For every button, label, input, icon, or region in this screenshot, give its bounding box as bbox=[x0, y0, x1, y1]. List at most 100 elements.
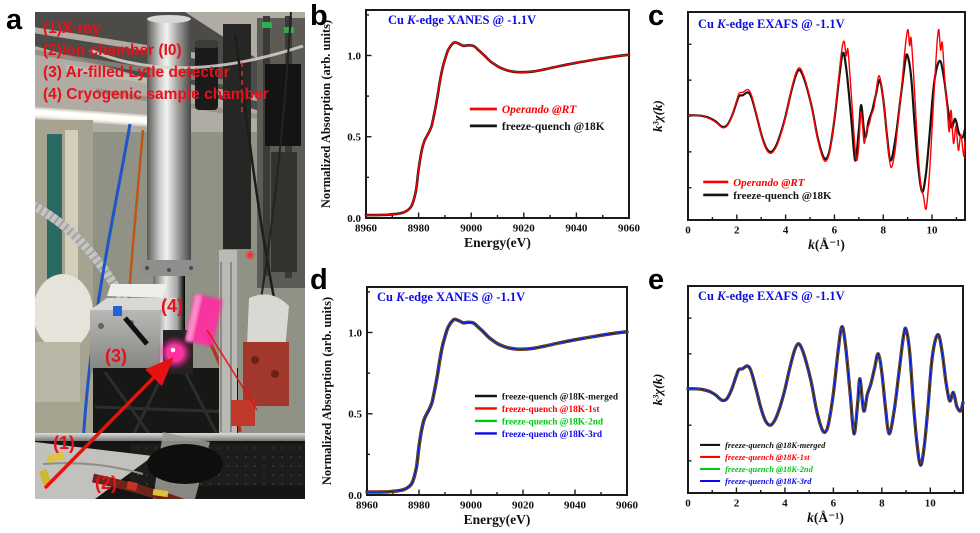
tick-labels: 0 2 4 6 8 10 bbox=[685, 498, 936, 510]
svg-text:2: 2 bbox=[734, 225, 740, 237]
series-group bbox=[686, 28, 967, 210]
series-operando-rt bbox=[365, 41, 630, 216]
svg-text:8: 8 bbox=[880, 225, 886, 237]
panel-a-photo: (1)X-ray (2)ion chamber (I0) (3) Ar-fill… bbox=[15, 11, 305, 512]
svg-text:4: 4 bbox=[783, 225, 789, 237]
legend-label-0: freeze-quench @18K-merged bbox=[502, 392, 619, 402]
panel-label-c: c bbox=[648, 0, 665, 32]
legend-label-3: freeze-quench @18K-3rd bbox=[502, 430, 603, 440]
x-axis-label: Energy(eV) bbox=[464, 235, 531, 250]
legend-label-2: freeze-quench @18K-2nd bbox=[502, 417, 604, 427]
chart-title: Cu K-edge XANES @ -1.1V bbox=[377, 290, 525, 304]
annotation-line-2: (2)ion chamber (I0) bbox=[43, 42, 182, 59]
series-freeze-quench-18k-3rd bbox=[366, 318, 628, 493]
series-group bbox=[686, 325, 965, 467]
panel-d-chart: 8960 8980 9000 9020 9040 9060 0.0 0.5 1.0 Cu K-ed… bbox=[312, 262, 648, 533]
legend-label-1: freeze-quench @18K-1st bbox=[725, 453, 810, 462]
svg-text:0.0: 0.0 bbox=[348, 490, 362, 502]
y-axis-label: Normalized Absorption (arb. units) bbox=[319, 20, 333, 208]
svg-text:9000: 9000 bbox=[460, 500, 483, 512]
plot-frame bbox=[365, 9, 630, 219]
svg-text:1.0: 1.0 bbox=[347, 50, 361, 62]
svg-text:9040: 9040 bbox=[564, 500, 587, 512]
callout-4: (4) bbox=[161, 296, 183, 316]
legend: freeze-quench @18K-merged freeze-quench @… bbox=[700, 441, 826, 486]
svg-text:9060: 9060 bbox=[616, 500, 639, 512]
callout-1: (1) bbox=[53, 433, 75, 453]
panel-c-chart: 0 2 4 6 8 10 Cu K-edge EXAFS @ -1.1V k(Å⁻¹) k³χ(… bbox=[644, 0, 980, 262]
tick-labels: 0 2 4 6 8 10 bbox=[685, 225, 938, 237]
svg-text:8960: 8960 bbox=[356, 500, 379, 512]
svg-text:9000: 9000 bbox=[460, 223, 483, 235]
legend-label-1: freeze-quench @18K bbox=[733, 190, 832, 202]
legend: Operando @RT freeze-quench @18K bbox=[469, 104, 605, 133]
annotation-arrow bbox=[43, 329, 258, 490]
svg-text:9060: 9060 bbox=[618, 223, 641, 235]
callout-2: (2) bbox=[95, 473, 117, 493]
svg-text:8: 8 bbox=[879, 498, 885, 510]
chart-c-svg: 0 2 4 6 8 10 Cu K-edge EXAFS @ -1.1V k(Å⁻¹) k³χ(… bbox=[650, 11, 967, 252]
annotation-line-4: (4) Cryogenic sample chamber bbox=[43, 86, 269, 103]
svg-text:8960: 8960 bbox=[355, 223, 378, 235]
legend-label-1: freeze-quench @18K-1st bbox=[502, 405, 600, 415]
left-wall bbox=[33, 120, 93, 450]
panel-label-a: a bbox=[6, 4, 23, 36]
y-axis-label: k³χ(k) bbox=[650, 374, 665, 406]
panel-label-d: d bbox=[310, 264, 328, 296]
right-mid-equipment bbox=[219, 250, 289, 445]
legend-label-0: freeze-quench @18K-merged bbox=[725, 441, 826, 450]
svg-text:9040: 9040 bbox=[565, 223, 588, 235]
series-freeze-quench-18k-3rd bbox=[687, 326, 964, 466]
chart-title: Cu K-edge XANES @ -1.1V bbox=[388, 13, 536, 27]
tick-labels: 8960 8980 9000 9020 9040 9060 0.0 0.5 1.0 bbox=[348, 327, 638, 511]
svg-text:10: 10 bbox=[925, 498, 937, 510]
svg-text:6: 6 bbox=[832, 225, 838, 237]
legend-label-2: freeze-quench @18K-2nd bbox=[725, 465, 814, 474]
svg-text:0: 0 bbox=[685, 498, 691, 510]
legend-label-0: Operando @RT bbox=[733, 177, 805, 189]
y-axis-label: k³χ(k) bbox=[650, 100, 665, 132]
svg-text:0.5: 0.5 bbox=[348, 409, 362, 421]
chart-title: Cu K-edge EXAFS @ -1.1V bbox=[698, 17, 845, 31]
legend-label-1: freeze-quench @18K bbox=[502, 121, 605, 133]
lab-photo-svg: (1)X-ray (2)ion chamber (I0) (3) Ar-fill… bbox=[15, 11, 305, 512]
chart-e-svg: 0 2 4 6 8 10 Cu K-edge EXAFS @ -1.1V k(Å⁻¹) k³χ(… bbox=[650, 285, 965, 525]
panel-label-b: b bbox=[310, 0, 328, 32]
annotation-line-1: (1)X-ray bbox=[43, 20, 101, 37]
svg-text:10: 10 bbox=[927, 225, 939, 237]
x-axis-label: k(Å⁻¹) bbox=[808, 237, 845, 252]
svg-text:6: 6 bbox=[831, 498, 837, 510]
svg-text:4: 4 bbox=[782, 498, 788, 510]
series-group bbox=[365, 317, 629, 494]
photo-annotations: (1)X-ray (2)ion chamber (I0) (3) Ar-fill… bbox=[43, 20, 269, 493]
svg-text:0: 0 bbox=[685, 225, 691, 237]
series-freeze-quench-18k bbox=[686, 51, 967, 194]
svg-text:0.5: 0.5 bbox=[347, 132, 361, 144]
sample-glow bbox=[160, 293, 223, 368]
series-operando-rt bbox=[687, 28, 966, 210]
axes bbox=[687, 317, 956, 493]
tick-labels: 8960 8980 9000 9020 9040 9060 0.0 0.5 1.0 bbox=[347, 50, 640, 234]
chart-b-svg: 8960 8980 9000 9020 9040 9060 0.0 0.5 1.0 Cu K-ed… bbox=[319, 9, 641, 250]
panel-label-e: e bbox=[648, 264, 665, 296]
panel-b-chart: 8960 8980 9000 9020 9040 9060 0.0 0.5 1.0 Cu K-ed… bbox=[312, 0, 648, 262]
chart-title: Cu K-edge EXAFS @ -1.1V bbox=[698, 289, 845, 303]
legend-label-0: Operando @RT bbox=[502, 104, 577, 116]
svg-text:8980: 8980 bbox=[408, 500, 431, 512]
axes bbox=[365, 14, 630, 219]
chart-d-svg: 8960 8980 9000 9020 9040 9060 0.0 0.5 1.0 Cu K-ed… bbox=[320, 286, 639, 527]
legend: freeze-quench @18K-merged freeze-quench @… bbox=[474, 392, 619, 440]
y-axis-label: Normalized Absorption (arb. units) bbox=[320, 297, 334, 485]
x-axis-label: Energy(eV) bbox=[464, 512, 531, 527]
svg-text:1.0: 1.0 bbox=[348, 327, 362, 339]
svg-text:2: 2 bbox=[734, 498, 740, 510]
svg-text:0.0: 0.0 bbox=[347, 213, 361, 225]
right-frame bbox=[257, 16, 305, 288]
optical-table bbox=[35, 432, 305, 512]
svg-text:8980: 8980 bbox=[408, 223, 431, 235]
laser-marks bbox=[241, 62, 255, 260]
series-group bbox=[364, 41, 631, 217]
callout-3: (3) bbox=[105, 346, 127, 366]
